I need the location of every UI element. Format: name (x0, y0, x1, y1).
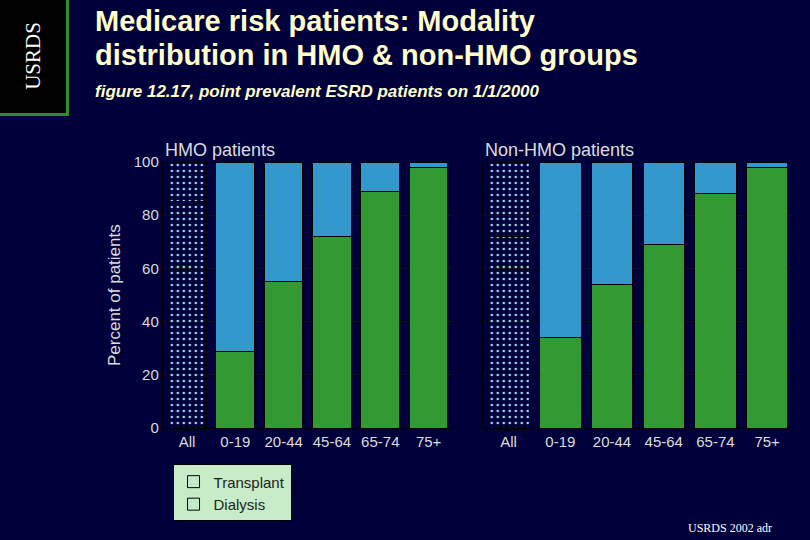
svg-text:65-74: 65-74 (696, 433, 734, 450)
html-text:figure 12.17, point prevalent: figure 12.17, point prevalent ESRD patie… (95, 82, 539, 101)
svg-text:Transplant: Transplant (214, 474, 285, 491)
svg-text:20: 20 (142, 366, 159, 383)
svg-text:45-64: 45-64 (645, 433, 683, 450)
svg-text:All: All (179, 433, 196, 450)
svg-text:HMO patients: HMO patients (165, 140, 275, 160)
svg-text:45-64: 45-64 (313, 433, 351, 450)
html-text:USRDS: USRDS (20, 22, 45, 90)
svg-text:0: 0 (150, 419, 158, 436)
svg-text:20-44: 20-44 (264, 433, 302, 450)
svg-text:75+: 75+ (754, 433, 780, 450)
svg-text:0-19: 0-19 (220, 433, 250, 450)
html-text:Medicare risk patients: Modali: Medicare risk patients: Modality (95, 5, 535, 37)
svg-text:Non-HMO patients: Non-HMO patients (485, 140, 634, 160)
svg-text:65-74: 65-74 (361, 433, 399, 450)
svg-text:Percent of patients: Percent of patients (105, 224, 124, 366)
svg-text:20-44: 20-44 (593, 433, 631, 450)
html-text:USRDS 2002 adr: USRDS 2002 adr (688, 521, 772, 535)
svg-text:0-19: 0-19 (545, 433, 575, 450)
html-text:distribution in HMO & non-HMO: distribution in HMO & non-HMO groups (95, 39, 638, 71)
svg-text:All: All (500, 433, 517, 450)
svg-text:75+: 75+ (416, 433, 442, 450)
svg-text:80: 80 (142, 206, 159, 223)
svg-text:60: 60 (142, 260, 159, 277)
svg-text:40: 40 (142, 313, 159, 330)
svg-text:Dialysis: Dialysis (214, 496, 266, 513)
svg-text:100: 100 (134, 153, 159, 170)
